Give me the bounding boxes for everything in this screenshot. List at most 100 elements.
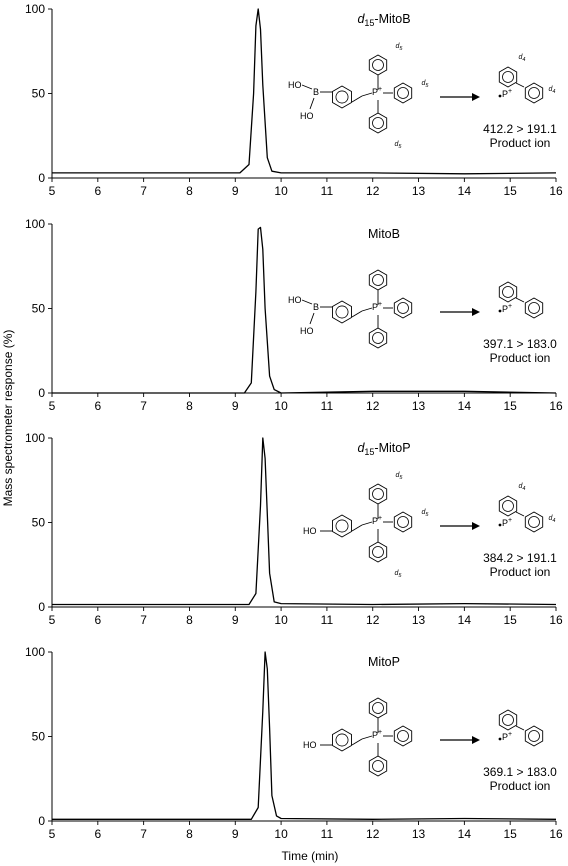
x-tick-label: 12 [366, 184, 380, 198]
phenyl-ring-aromatic [372, 117, 384, 129]
biaryl-bond [515, 725, 525, 731]
phosphonium-atom: P+ [372, 729, 382, 740]
benzyl-ring [332, 300, 352, 324]
product-phosphorus: P+ [502, 731, 512, 742]
benzyl-ring [332, 728, 352, 752]
hydroxyl-label: HO [288, 80, 302, 90]
phenyl-ring [368, 541, 388, 563]
d4-label: d4 [519, 54, 526, 63]
x-tick-label: 14 [458, 184, 472, 198]
d5-label: d5 [395, 570, 403, 579]
product-ring-aromatic [528, 302, 540, 314]
chromatogram-trace [52, 437, 557, 606]
phenyl-ring [368, 269, 388, 291]
product-ring-aromatic [528, 516, 540, 528]
y-tick-label: 0 [38, 600, 45, 614]
x-tick-label: 10 [274, 827, 288, 841]
x-tick-label: 14 [458, 399, 472, 413]
ch2-bond [361, 92, 373, 97]
chromatogram-panel-1: 0 50 100 5 6 7 8 9 10 11 12 13 14 15 16 d15-MitoB B HO HO P… [25, 2, 563, 198]
hydroxyl-label: HO [288, 295, 302, 305]
mrm-transition: 369.1 > 183.0 [483, 765, 557, 779]
phenyl-ring-aromatic [397, 730, 409, 742]
arrow-head [472, 93, 480, 101]
phenyl-ring-aromatic [372, 332, 384, 344]
arrow-head [472, 308, 480, 316]
product-ring [498, 66, 518, 88]
x-axis-title: Time (min) [282, 849, 339, 863]
b-oh-bond [309, 312, 315, 325]
compound-name: MitoP [368, 655, 400, 669]
x-tick-label: 9 [232, 184, 239, 198]
radical-dot [498, 309, 502, 313]
ch2-bond [351, 738, 363, 746]
product-ring [524, 82, 544, 104]
product-ring [498, 495, 518, 517]
benzyl-ring-aromatic [335, 305, 349, 319]
x-tick-label: 7 [140, 827, 147, 841]
d5-label: d5 [395, 141, 403, 150]
phenyl-ring-aromatic [372, 702, 384, 714]
y-axis-title: Mass spectrometer response (%) [1, 330, 15, 507]
arrow-head [472, 736, 480, 744]
x-tick-label: 5 [49, 613, 56, 627]
x-tick-label: 6 [94, 399, 101, 413]
product-phosphorus: P+ [502, 517, 512, 528]
d4-label: d4 [549, 515, 556, 524]
x-tick-label: 6 [94, 827, 101, 841]
arrow-head [472, 522, 480, 530]
biaryl-bond [515, 297, 525, 303]
biaryl-bond [515, 511, 525, 517]
b-oh-bond [301, 299, 313, 305]
benzyl-ring-aromatic [335, 519, 349, 533]
phenyl-ring-aromatic [372, 488, 384, 500]
x-tick-label: 11 [321, 827, 334, 841]
product-ring [524, 511, 544, 533]
x-tick-label: 13 [412, 399, 426, 413]
y-tick-label: 50 [32, 516, 46, 530]
compound-name: d15-MitoP [357, 441, 410, 457]
ch2-bond [351, 524, 363, 532]
hydroxyl-label: HO [303, 526, 317, 536]
x-tick-label: 15 [504, 827, 518, 841]
compound-name: d15-MitoB [357, 12, 410, 28]
product-ring-aromatic [502, 714, 514, 726]
ch2-bond [361, 307, 373, 312]
x-tick-label: 5 [49, 827, 56, 841]
chromatogram-panel-3: 0 50 100 5 6 7 8 9 10 11 12 13 14 15 16 d15-MitoP HO P+ d5… [25, 431, 563, 627]
x-tick-label: 15 [504, 399, 518, 413]
d5-label: d5 [396, 43, 404, 52]
benzyl-ring-aromatic [335, 90, 349, 104]
x-tick-label: 5 [49, 184, 56, 198]
phenyl-ring [368, 483, 388, 505]
phenyl-ring-aromatic [372, 760, 384, 772]
x-tick-label: 6 [94, 613, 101, 627]
product-ring-aromatic [502, 500, 514, 512]
d5-label: d5 [422, 509, 430, 518]
y-tick-label: 50 [32, 302, 46, 316]
product-ring [524, 725, 544, 747]
x-tick-label: 13 [412, 827, 426, 841]
phenyl-ring-aromatic [372, 274, 384, 286]
boron-atom: B [313, 87, 319, 97]
x-tick-label: 11 [321, 399, 334, 413]
x-tick-label: 15 [504, 184, 518, 198]
boron-atom: B [313, 302, 319, 312]
radical-dot [498, 523, 502, 527]
chromatogram-trace [52, 651, 557, 820]
chromatogram-panel-2: 0 50 100 5 6 7 8 9 10 11 12 13 14 15 16 MitoB B HO HO P+ P+ 3… [25, 217, 563, 413]
product-ion-label: Product ion [490, 351, 551, 365]
x-tick-label: 7 [140, 184, 147, 198]
product-ring [524, 297, 544, 319]
d5-label: d5 [422, 80, 430, 89]
x-tick-label: 16 [549, 184, 563, 198]
d4-label: d4 [549, 86, 556, 95]
benzyl-ring [332, 85, 352, 109]
d4-label: d4 [519, 483, 526, 492]
x-tick-label: 9 [232, 399, 239, 413]
x-tick-label: 8 [186, 827, 193, 841]
d5-label: d5 [396, 472, 404, 481]
